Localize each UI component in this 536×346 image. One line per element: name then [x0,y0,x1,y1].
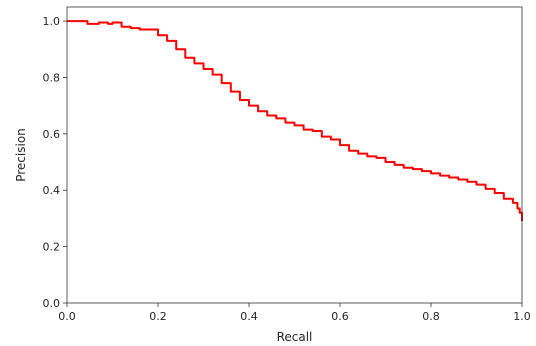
x-tick-label: 1.0 [513,310,531,323]
x-tick-label: 0.0 [58,310,76,323]
plot-area [67,20,523,222]
plot-frame [66,6,523,304]
precision-recall-curve [67,20,523,222]
y-tick-label: 0.6 [43,128,61,141]
y-tick-label: 0.4 [43,184,61,197]
x-tick-label: 0.4 [240,310,258,323]
y-tick-label: 0.2 [43,241,61,254]
x-tick-label: 0.2 [149,310,167,323]
y-tick-label: 1.0 [43,15,61,28]
y-tick-label: 0.0 [43,297,61,310]
y-axis-label: Precision [14,128,28,182]
axis-ticks: 0.0 0.2 0.4 0.6 0.8 1.0 0.0 0.2 0.4 0.6 0.8 1.0 [43,15,531,323]
x-axis-label: Recall [277,330,313,344]
y-tick-label: 0.8 [43,71,61,84]
x-tick-label: 0.6 [331,310,349,323]
x-tick-label: 0.8 [422,310,440,323]
